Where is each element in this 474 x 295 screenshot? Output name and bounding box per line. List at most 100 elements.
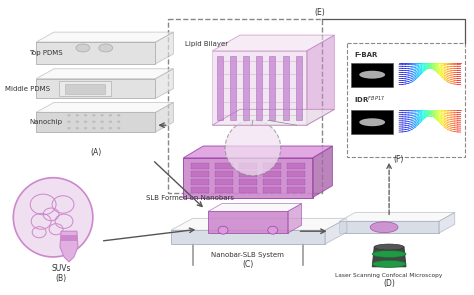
Polygon shape — [312, 146, 332, 198]
Text: Laser Scanning Confocal Microscopy: Laser Scanning Confocal Microscopy — [336, 273, 443, 278]
FancyBboxPatch shape — [351, 63, 393, 86]
Ellipse shape — [75, 114, 79, 117]
Text: (A): (A) — [90, 148, 101, 157]
Text: SLB Formed on Nanobars: SLB Formed on Nanobars — [146, 194, 234, 201]
Ellipse shape — [92, 114, 96, 117]
Ellipse shape — [84, 114, 87, 117]
Polygon shape — [439, 212, 455, 233]
Ellipse shape — [67, 114, 71, 117]
Ellipse shape — [100, 127, 104, 130]
Text: Top PDMS: Top PDMS — [29, 50, 63, 56]
Ellipse shape — [372, 260, 406, 267]
Polygon shape — [372, 247, 406, 267]
Ellipse shape — [84, 120, 87, 123]
Ellipse shape — [218, 226, 228, 234]
Polygon shape — [191, 163, 209, 169]
Polygon shape — [36, 69, 173, 79]
Polygon shape — [217, 56, 223, 120]
Polygon shape — [215, 179, 233, 185]
Ellipse shape — [225, 120, 281, 176]
Polygon shape — [288, 204, 301, 233]
Ellipse shape — [359, 71, 385, 79]
Polygon shape — [155, 102, 173, 132]
Polygon shape — [155, 32, 173, 64]
Polygon shape — [287, 171, 305, 177]
Polygon shape — [183, 146, 332, 158]
Text: (D): (D) — [383, 279, 395, 288]
Ellipse shape — [92, 127, 96, 130]
Ellipse shape — [76, 44, 90, 52]
Polygon shape — [239, 163, 257, 169]
Text: (E): (E) — [314, 8, 325, 17]
Ellipse shape — [92, 120, 96, 123]
Ellipse shape — [370, 222, 398, 233]
Polygon shape — [215, 187, 233, 193]
Ellipse shape — [67, 120, 71, 123]
Polygon shape — [36, 32, 173, 42]
Ellipse shape — [268, 226, 278, 234]
Text: IDR$^{FBP17}$: IDR$^{FBP17}$ — [354, 95, 385, 106]
Polygon shape — [171, 218, 347, 230]
Polygon shape — [239, 171, 257, 177]
Polygon shape — [212, 109, 335, 125]
Polygon shape — [36, 112, 155, 132]
Ellipse shape — [117, 114, 120, 117]
Polygon shape — [208, 204, 301, 212]
Polygon shape — [212, 51, 307, 125]
Polygon shape — [239, 187, 257, 193]
FancyBboxPatch shape — [351, 110, 393, 134]
Polygon shape — [307, 35, 335, 125]
Text: (B): (B) — [55, 274, 67, 283]
Ellipse shape — [109, 120, 112, 123]
Polygon shape — [270, 56, 275, 120]
Polygon shape — [65, 83, 105, 94]
Text: Nanochip: Nanochip — [29, 119, 62, 125]
Polygon shape — [263, 187, 281, 193]
Polygon shape — [155, 69, 173, 99]
Text: Lipid Bilayer: Lipid Bilayer — [185, 41, 228, 47]
Polygon shape — [59, 81, 111, 96]
Polygon shape — [61, 235, 77, 241]
Text: SUVs: SUVs — [51, 264, 71, 273]
Ellipse shape — [117, 120, 120, 123]
Polygon shape — [36, 42, 155, 64]
Ellipse shape — [117, 127, 120, 130]
Polygon shape — [339, 212, 455, 221]
Ellipse shape — [372, 250, 406, 258]
Polygon shape — [287, 187, 305, 193]
Polygon shape — [60, 231, 78, 262]
Polygon shape — [191, 171, 209, 177]
Ellipse shape — [109, 114, 112, 117]
Polygon shape — [183, 158, 312, 198]
Text: F-BAR: F-BAR — [354, 52, 378, 58]
Ellipse shape — [100, 114, 104, 117]
Polygon shape — [191, 187, 209, 193]
Polygon shape — [325, 218, 347, 244]
Polygon shape — [36, 79, 155, 99]
Polygon shape — [339, 221, 439, 233]
Ellipse shape — [374, 244, 404, 250]
Polygon shape — [215, 171, 233, 177]
Polygon shape — [263, 179, 281, 185]
Ellipse shape — [109, 127, 112, 130]
Polygon shape — [191, 179, 209, 185]
Polygon shape — [171, 230, 325, 244]
Polygon shape — [296, 56, 301, 120]
Ellipse shape — [67, 127, 71, 130]
Polygon shape — [36, 102, 173, 112]
Polygon shape — [263, 163, 281, 169]
Polygon shape — [263, 171, 281, 177]
Text: (F): (F) — [394, 155, 404, 164]
Polygon shape — [215, 163, 233, 169]
Text: (C): (C) — [242, 260, 254, 269]
Polygon shape — [287, 179, 305, 185]
Polygon shape — [256, 56, 262, 120]
Polygon shape — [230, 56, 236, 120]
Ellipse shape — [99, 44, 113, 52]
Polygon shape — [283, 56, 289, 120]
Ellipse shape — [13, 178, 93, 257]
Text: Middle PDMS: Middle PDMS — [5, 86, 50, 91]
Ellipse shape — [100, 120, 104, 123]
Ellipse shape — [84, 127, 87, 130]
Ellipse shape — [359, 118, 385, 126]
